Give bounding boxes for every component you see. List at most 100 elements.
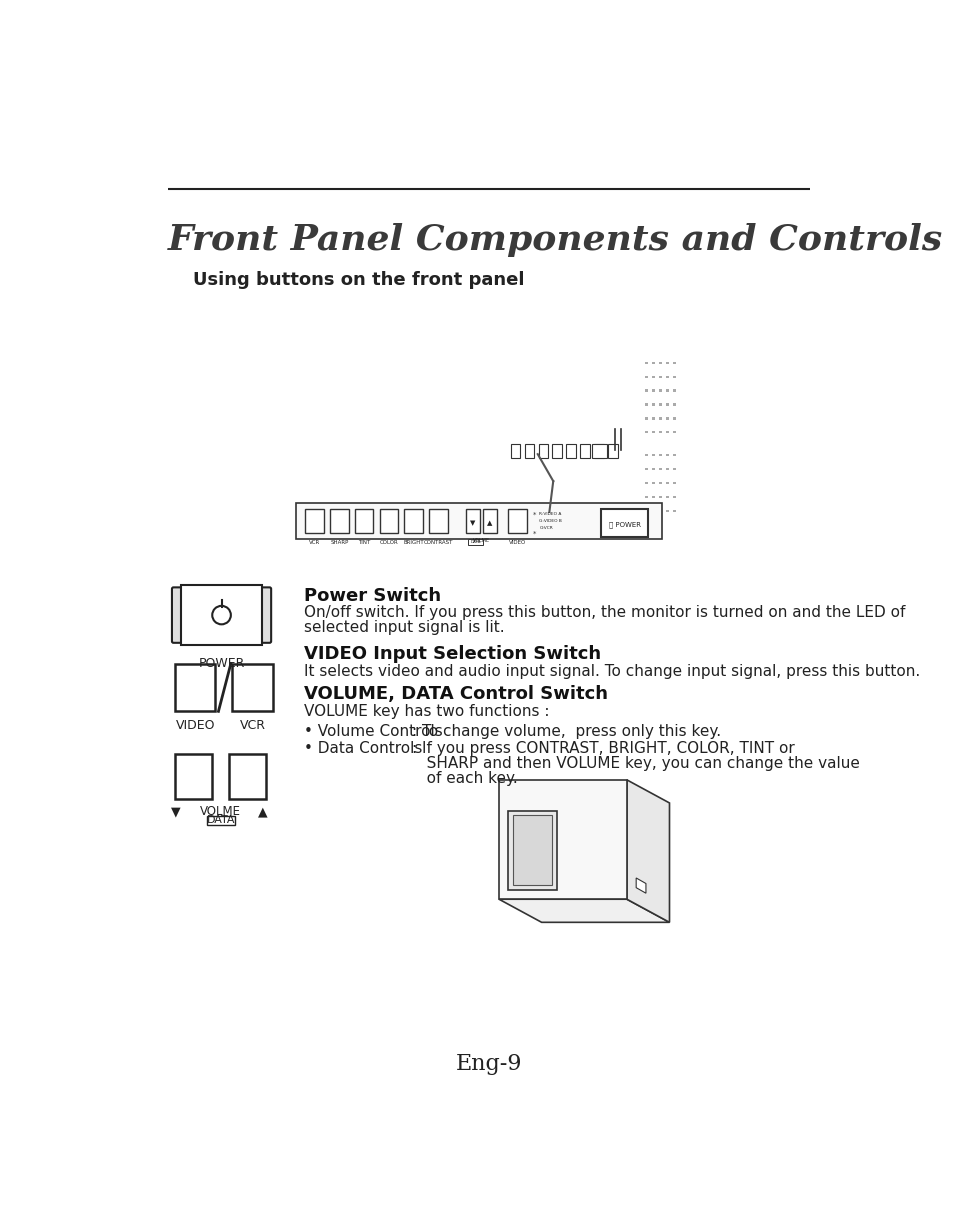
- Bar: [644, 454, 647, 457]
- Text: Eng-9: Eng-9: [456, 1054, 521, 1075]
- Bar: [672, 375, 675, 378]
- Bar: [665, 418, 668, 419]
- Bar: [644, 509, 647, 512]
- Bar: [404, 509, 422, 533]
- Bar: [665, 496, 668, 498]
- Polygon shape: [508, 811, 557, 890]
- Bar: [644, 482, 647, 485]
- Text: On/off switch. If you press this button, the monitor is turned on and the LED of: On/off switch. If you press this button,…: [303, 605, 904, 620]
- Bar: [537, 445, 547, 458]
- Text: SHARP and then VOLUME key, you can change the value: SHARP and then VOLUME key, you can chang…: [412, 756, 860, 771]
- Bar: [644, 431, 647, 434]
- Bar: [465, 509, 479, 533]
- Bar: [672, 390, 675, 392]
- Bar: [658, 454, 661, 457]
- Bar: [429, 509, 447, 533]
- Text: VCR: VCR: [309, 540, 320, 544]
- Bar: [665, 375, 668, 378]
- Text: • Data Controls: • Data Controls: [303, 741, 421, 755]
- Bar: [468, 538, 483, 544]
- Text: CONTRAST: CONTRAST: [423, 540, 453, 544]
- Bar: [665, 454, 668, 457]
- Bar: [233, 664, 273, 711]
- Polygon shape: [498, 899, 669, 922]
- Bar: [174, 664, 215, 711]
- Bar: [524, 445, 534, 458]
- Bar: [651, 431, 654, 434]
- Text: VOLME: VOLME: [200, 805, 241, 818]
- Bar: [658, 468, 661, 470]
- Text: VOLUME, DATA Control Switch: VOLUME, DATA Control Switch: [303, 686, 607, 703]
- Bar: [658, 403, 661, 406]
- FancyBboxPatch shape: [172, 587, 184, 643]
- Bar: [651, 362, 654, 364]
- Bar: [644, 362, 647, 364]
- Bar: [651, 509, 654, 512]
- Bar: [566, 445, 575, 458]
- Bar: [665, 468, 668, 470]
- Bar: [658, 482, 661, 485]
- Bar: [330, 509, 348, 533]
- Bar: [651, 390, 654, 392]
- Text: DATA: DATA: [206, 815, 234, 825]
- Bar: [608, 445, 617, 458]
- Bar: [295, 503, 661, 538]
- Bar: [651, 403, 654, 406]
- Bar: [644, 403, 647, 406]
- Polygon shape: [626, 780, 669, 922]
- Text: SHARP: SHARP: [330, 540, 348, 544]
- Bar: [508, 509, 526, 533]
- Bar: [651, 496, 654, 498]
- Text: Power Switch: Power Switch: [303, 587, 440, 604]
- Text: O:VCR: O:VCR: [538, 526, 553, 530]
- Bar: [672, 509, 675, 512]
- Text: COLOR: COLOR: [379, 540, 398, 544]
- Polygon shape: [636, 878, 645, 893]
- Bar: [665, 390, 668, 392]
- Text: : If you press CONTRAST, BRIGHT, COLOR, TINT or: : If you press CONTRAST, BRIGHT, COLOR, …: [412, 741, 794, 755]
- Text: G:VIDEO B: G:VIDEO B: [538, 519, 561, 523]
- Text: *: *: [533, 512, 536, 518]
- Text: : To change volume,  press only this key.: : To change volume, press only this key.: [412, 723, 720, 738]
- Bar: [651, 454, 654, 457]
- Bar: [672, 454, 675, 457]
- Text: BRIGHT: BRIGHT: [403, 540, 424, 544]
- Bar: [305, 509, 323, 533]
- Bar: [672, 431, 675, 434]
- Text: selected input signal is lit.: selected input signal is lit.: [303, 620, 504, 636]
- Bar: [174, 754, 212, 799]
- Bar: [665, 482, 668, 485]
- Bar: [644, 418, 647, 419]
- Bar: [482, 509, 497, 533]
- Bar: [658, 496, 661, 498]
- FancyBboxPatch shape: [258, 587, 271, 643]
- Text: of each key.: of each key.: [412, 771, 517, 787]
- Text: VOLUME key has two functions :: VOLUME key has two functions :: [303, 704, 549, 719]
- Bar: [658, 390, 661, 392]
- Bar: [644, 496, 647, 498]
- Bar: [665, 431, 668, 434]
- Bar: [229, 754, 266, 799]
- Text: VIDEO: VIDEO: [509, 540, 526, 544]
- Text: POWER: POWER: [198, 658, 245, 670]
- Bar: [510, 445, 519, 458]
- Text: VCR: VCR: [239, 719, 265, 732]
- Text: • Volume Controls: • Volume Controls: [303, 723, 442, 738]
- Text: ▼: ▼: [171, 805, 181, 818]
- Bar: [207, 816, 234, 826]
- Text: R:VIDEO A: R:VIDEO A: [538, 512, 561, 516]
- Bar: [665, 403, 668, 406]
- Bar: [651, 468, 654, 470]
- Bar: [672, 403, 675, 406]
- Bar: [658, 362, 661, 364]
- Bar: [651, 418, 654, 419]
- Bar: [672, 362, 675, 364]
- Bar: [592, 445, 607, 458]
- Bar: [665, 362, 668, 364]
- Bar: [672, 482, 675, 485]
- Text: VIDEO: VIDEO: [175, 719, 214, 732]
- Text: It selects video and audio input signal. To change input signal, press this butt: It selects video and audio input signal.…: [303, 664, 919, 678]
- Bar: [181, 585, 261, 646]
- Bar: [579, 445, 589, 458]
- Text: ▲: ▲: [258, 805, 268, 818]
